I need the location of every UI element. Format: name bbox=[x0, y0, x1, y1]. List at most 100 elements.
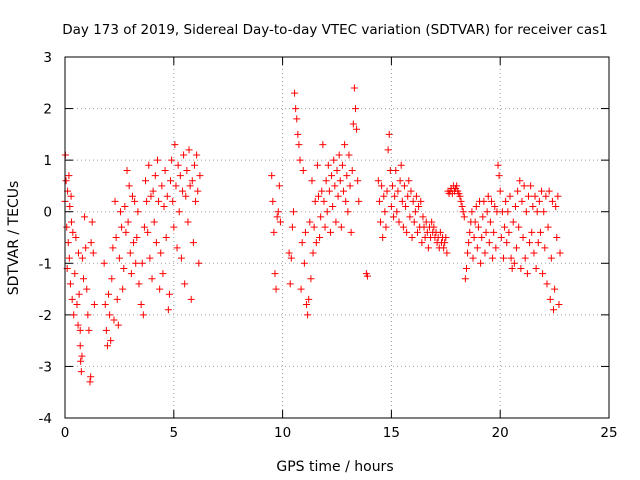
data-point bbox=[298, 239, 306, 247]
data-point bbox=[319, 141, 327, 149]
data-point bbox=[412, 192, 420, 200]
y-tick-label: 2 bbox=[43, 102, 52, 118]
data-point bbox=[181, 280, 189, 288]
data-point bbox=[536, 228, 544, 236]
data-point bbox=[274, 208, 282, 216]
data-points bbox=[61, 84, 564, 386]
data-point bbox=[297, 285, 305, 293]
data-point bbox=[474, 223, 482, 231]
data-point bbox=[486, 218, 494, 226]
data-point bbox=[140, 223, 148, 231]
data-point bbox=[340, 187, 348, 195]
data-point bbox=[461, 275, 469, 283]
data-point bbox=[285, 249, 293, 257]
data-point bbox=[115, 254, 123, 262]
data-point bbox=[484, 192, 492, 200]
data-point bbox=[538, 187, 546, 195]
y-tick-label: -4 bbox=[39, 411, 52, 427]
data-point bbox=[144, 228, 152, 236]
data-point bbox=[155, 197, 163, 205]
data-point bbox=[83, 285, 91, 293]
x-tick-label: 10 bbox=[274, 425, 291, 441]
data-point bbox=[345, 151, 353, 159]
data-point bbox=[363, 272, 371, 280]
data-point bbox=[324, 161, 332, 169]
data-point bbox=[135, 280, 143, 288]
data-point bbox=[124, 218, 132, 226]
data-point bbox=[126, 249, 134, 257]
data-point bbox=[380, 192, 388, 200]
data-point bbox=[478, 234, 486, 241]
data-point bbox=[102, 326, 110, 334]
data-point bbox=[473, 244, 481, 252]
data-point bbox=[186, 182, 194, 190]
data-point bbox=[419, 213, 427, 221]
data-point bbox=[495, 172, 503, 180]
data-point bbox=[162, 234, 170, 241]
data-point bbox=[464, 249, 472, 257]
data-point bbox=[539, 270, 547, 278]
data-point bbox=[556, 249, 564, 257]
data-point bbox=[68, 295, 76, 303]
data-point bbox=[321, 223, 329, 231]
data-point bbox=[123, 166, 131, 174]
data-point bbox=[534, 239, 542, 247]
data-point bbox=[336, 177, 344, 185]
data-point bbox=[301, 228, 309, 236]
data-point bbox=[273, 213, 281, 221]
grid bbox=[65, 57, 609, 418]
data-point bbox=[79, 275, 87, 283]
data-point bbox=[405, 177, 413, 185]
data-point bbox=[403, 228, 411, 236]
data-point bbox=[394, 187, 402, 195]
data-point bbox=[270, 228, 278, 236]
data-point bbox=[77, 357, 85, 365]
data-point bbox=[288, 223, 296, 231]
data-point bbox=[393, 208, 401, 216]
data-point bbox=[130, 239, 138, 247]
data-point bbox=[180, 151, 188, 159]
data-point bbox=[165, 290, 173, 298]
data-point bbox=[332, 218, 340, 226]
data-point bbox=[294, 130, 302, 138]
data-point bbox=[167, 177, 175, 185]
y-tick-label: -1 bbox=[39, 256, 52, 272]
data-point bbox=[522, 208, 530, 216]
data-point bbox=[494, 161, 502, 169]
data-point bbox=[133, 234, 141, 241]
data-point bbox=[309, 249, 317, 257]
data-point bbox=[388, 182, 396, 190]
data-point bbox=[390, 213, 398, 221]
data-point bbox=[384, 146, 392, 154]
data-point bbox=[325, 187, 333, 195]
data-point bbox=[318, 187, 326, 195]
data-point bbox=[192, 197, 200, 205]
data-point bbox=[127, 270, 135, 278]
data-point bbox=[543, 280, 551, 288]
data-point bbox=[334, 192, 342, 200]
data-point bbox=[170, 223, 178, 231]
data-point bbox=[468, 208, 476, 216]
data-point bbox=[555, 301, 563, 309]
data-point bbox=[142, 177, 150, 185]
data-point bbox=[151, 172, 159, 180]
data-point bbox=[329, 203, 337, 211]
data-point bbox=[306, 218, 314, 226]
data-point bbox=[520, 182, 528, 190]
data-point bbox=[460, 213, 468, 221]
data-point bbox=[168, 156, 176, 164]
data-point bbox=[414, 228, 422, 236]
data-point bbox=[295, 141, 303, 149]
data-point bbox=[271, 270, 279, 278]
data-point bbox=[176, 172, 184, 180]
data-point bbox=[442, 234, 450, 241]
data-point bbox=[317, 213, 325, 221]
data-point bbox=[378, 182, 386, 190]
y-tick-label: 3 bbox=[43, 50, 52, 66]
data-point bbox=[355, 197, 363, 205]
data-point bbox=[391, 192, 399, 200]
data-point bbox=[89, 249, 97, 257]
data-point bbox=[397, 161, 405, 169]
data-point bbox=[116, 208, 124, 216]
